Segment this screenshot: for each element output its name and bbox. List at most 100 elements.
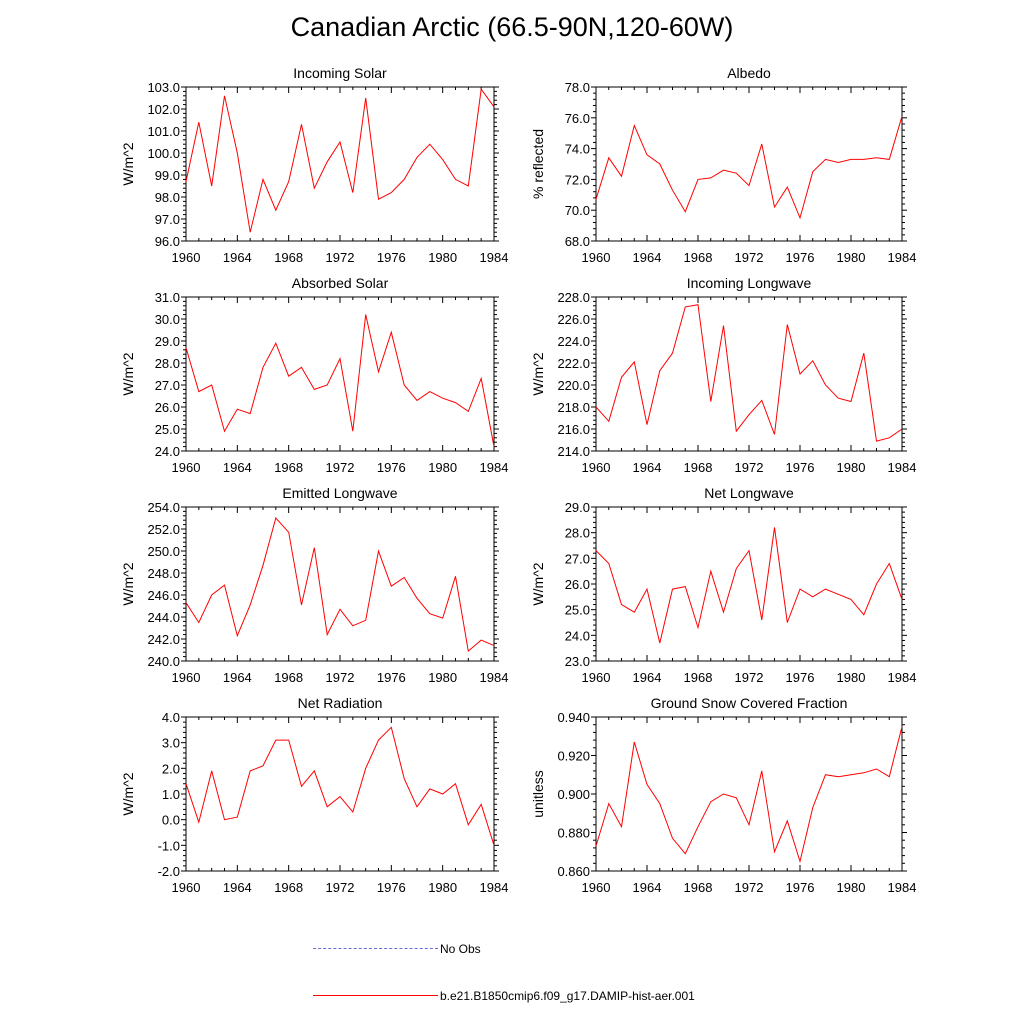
y-tick-label: 254.0 — [147, 500, 180, 515]
x-tick-label: 1960 — [582, 880, 611, 895]
panel-1: 1960 1964 1968 1972 1976 1980 1984 96.0 97.0 98.0… — [120, 65, 508, 265]
x-tick-label: 1964 — [633, 460, 662, 475]
y-tick-label: 0.940 — [557, 710, 590, 725]
x-tick-label: 1984 — [888, 250, 917, 265]
plot-frame — [595, 506, 903, 662]
x-tick-label: 1984 — [888, 880, 917, 895]
x-tick-label: 1980 — [428, 880, 457, 895]
y-tick-label: 0.900 — [557, 787, 590, 802]
y-tick-label: 220.0 — [557, 378, 590, 393]
panel-6: 1960 1964 1968 1972 1976 1980 1984 23.0 24.0 25.0… — [530, 485, 916, 685]
x-tick-label: 1976 — [786, 880, 815, 895]
series-line — [185, 516, 495, 653]
y-tick-label: 26.0 — [155, 400, 180, 415]
y-tick-label: 242.0 — [147, 632, 180, 647]
x-tick-label: 1960 — [172, 250, 201, 265]
x-tick-label: 1960 — [172, 460, 201, 475]
x-tick-label: 1976 — [377, 460, 406, 475]
panel-5: 1960 1964 1968 1972 1976 1980 1984 240.0 242.0 24… — [120, 485, 508, 685]
y-tick-label: 98.0 — [155, 190, 180, 205]
panel-3: 1960 1964 1968 1972 1976 1980 1984 24.0 25.0 26.0… — [120, 275, 508, 475]
x-tick-label: 1976 — [786, 250, 815, 265]
x-tick-label: 1972 — [326, 460, 355, 475]
y-tick-label: 101.0 — [147, 124, 180, 139]
y-tick-label: 27.0 — [565, 551, 590, 566]
y-axis-label: W/m^2 — [530, 562, 546, 605]
panel-title: Incoming Solar — [293, 65, 387, 81]
x-tick-label: 1984 — [480, 670, 509, 685]
x-tick-label: 1960 — [172, 670, 201, 685]
x-tick-label: 1964 — [223, 460, 252, 475]
y-tick-label: 28.0 — [565, 526, 590, 541]
x-tick-label: 1960 — [172, 880, 201, 895]
x-tick-label: 1980 — [837, 880, 866, 895]
x-tick-label: 1972 — [326, 880, 355, 895]
y-tick-label: 228.0 — [557, 290, 590, 305]
x-tick-label: 1964 — [633, 880, 662, 895]
y-tick-label: 99.0 — [155, 168, 180, 183]
y-tick-label: 0.880 — [557, 826, 590, 841]
y-axis-label: unitless — [530, 770, 546, 817]
panel-title: Ground Snow Covered Fraction — [651, 695, 848, 711]
y-axis-label: W/m^2 — [120, 562, 136, 605]
x-tick-label: 1968 — [274, 670, 303, 685]
series-line — [185, 726, 495, 846]
series-line — [595, 304, 903, 442]
x-tick-label: 1980 — [837, 250, 866, 265]
y-tick-label: 30.0 — [155, 312, 180, 327]
y-tick-label: 252.0 — [147, 522, 180, 537]
y-tick-label: 3.0 — [162, 736, 180, 751]
x-tick-label: 1972 — [326, 670, 355, 685]
plot-frame — [595, 86, 903, 242]
x-tick-label: 1972 — [735, 460, 764, 475]
x-tick-label: 1964 — [633, 670, 662, 685]
plot-frame — [185, 506, 495, 662]
y-tick-label: 2.0 — [162, 761, 180, 776]
x-tick-label: 1976 — [786, 460, 815, 475]
y-tick-label: 96.0 — [155, 234, 180, 249]
x-tick-label: 1964 — [223, 880, 252, 895]
legend-label-model: b.e21.B1850cmip6.f09_g17.DAMIP-hist-aer.… — [440, 989, 695, 1003]
x-tick-label: 1980 — [428, 670, 457, 685]
series-line — [595, 527, 903, 644]
x-tick-label: 1964 — [223, 670, 252, 685]
y-tick-label: 25.0 — [565, 603, 590, 618]
panel-title: Incoming Longwave — [687, 275, 812, 291]
y-tick-label: 29.0 — [155, 334, 180, 349]
y-tick-label: 244.0 — [147, 610, 180, 625]
y-tick-label: 76.0 — [565, 111, 590, 126]
x-tick-label: 1976 — [377, 880, 406, 895]
panel-8: 1960 1964 1968 1972 1976 1980 1984 0.860 0.880 0.… — [530, 695, 916, 895]
series-line — [185, 314, 495, 447]
y-tick-label: -1.0 — [158, 838, 180, 853]
legend-line-model — [313, 995, 438, 996]
x-tick-label: 1980 — [837, 670, 866, 685]
y-tick-label: 25.0 — [155, 422, 180, 437]
plot-frame — [185, 86, 495, 242]
panel-title: Net Radiation — [298, 695, 383, 711]
x-tick-label: 1976 — [377, 670, 406, 685]
y-tick-label: 24.0 — [565, 628, 590, 643]
y-tick-label: 0.0 — [162, 813, 180, 828]
plot-frame — [595, 296, 903, 452]
x-tick-label: 1964 — [223, 250, 252, 265]
plot-frame — [185, 296, 495, 452]
x-tick-label: 1964 — [633, 250, 662, 265]
y-tick-label: 218.0 — [557, 400, 590, 415]
panel-title: Emitted Longwave — [282, 485, 397, 501]
y-tick-label: 0.920 — [557, 749, 590, 764]
y-tick-label: 72.0 — [565, 172, 590, 187]
y-tick-label: 224.0 — [557, 334, 590, 349]
plot-frame — [595, 716, 903, 872]
y-tick-label: 0.860 — [557, 864, 590, 879]
x-tick-label: 1976 — [377, 250, 406, 265]
plot-frame — [185, 716, 495, 872]
x-tick-label: 1960 — [582, 460, 611, 475]
y-tick-label: 214.0 — [557, 444, 590, 459]
x-tick-label: 1968 — [274, 460, 303, 475]
y-tick-label: 97.0 — [155, 212, 180, 227]
y-tick-label: 68.0 — [565, 234, 590, 249]
y-tick-label: 31.0 — [155, 290, 180, 305]
x-tick-label: 1968 — [684, 250, 713, 265]
